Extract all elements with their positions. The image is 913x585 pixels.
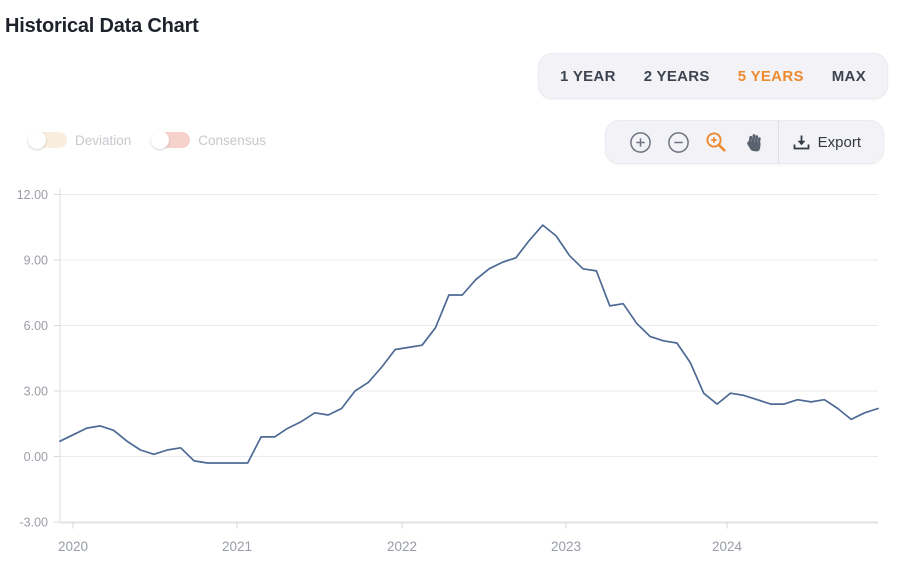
x-axis-label: 2024 [712, 539, 743, 554]
toggle-knob [28, 131, 46, 149]
zoom-out-icon [668, 131, 689, 153]
y-axis-label: 0.00 [24, 450, 48, 464]
x-axis-label: 2021 [222, 539, 252, 554]
zoom-out-button[interactable] [660, 120, 698, 164]
legend-item-deviation[interactable]: Deviation [28, 131, 132, 149]
export-button[interactable]: Export [783, 120, 867, 164]
y-axis-label: 3.00 [24, 385, 48, 399]
y-axis-label: 12.00 [17, 188, 48, 202]
range-2-years[interactable]: 2 YEARS [643, 67, 710, 85]
legend-item-consensus[interactable]: Consensus [151, 131, 266, 149]
x-axis-label: 2023 [551, 539, 581, 554]
page-title: Historical Data Chart [5, 15, 199, 37]
y-axis-label: 6.00 [24, 319, 48, 333]
y-axis-label: 9.00 [24, 254, 48, 268]
data-series-line [59, 224, 879, 464]
zoom-in-icon [630, 131, 651, 153]
toggle-knob [151, 131, 170, 149]
range-5-years[interactable]: 5 YEARS [737, 67, 804, 85]
x-axis-label: 2022 [387, 539, 417, 554]
selection-zoom-button[interactable] [698, 120, 736, 164]
toolbar-divider [777, 121, 779, 163]
deviation-toggle[interactable] [28, 131, 67, 149]
legend: Deviation Consensus [28, 131, 266, 149]
y-axis-label: -3.00 [20, 515, 49, 529]
range-selector: 1 YEAR 2 YEARS 5 YEARS MAX [537, 53, 888, 99]
deviation-label: Deviation [75, 132, 132, 148]
range-1-year[interactable]: 1 YEAR [559, 67, 616, 85]
consensus-toggle[interactable] [151, 131, 191, 149]
export-label: Export [817, 133, 861, 151]
consensus-label: Consensus [198, 132, 266, 148]
range-max[interactable]: MAX [831, 67, 866, 85]
controls-row: Deviation Consensus [0, 118, 913, 166]
zoom-in-button[interactable] [622, 120, 660, 164]
download-icon [793, 135, 810, 149]
chart-toolbar: Export [604, 120, 884, 164]
x-axis-label: 2020 [58, 539, 88, 554]
pan-icon [746, 134, 761, 152]
pan-button[interactable] [736, 120, 774, 164]
selection-zoom-icon [706, 131, 726, 152]
